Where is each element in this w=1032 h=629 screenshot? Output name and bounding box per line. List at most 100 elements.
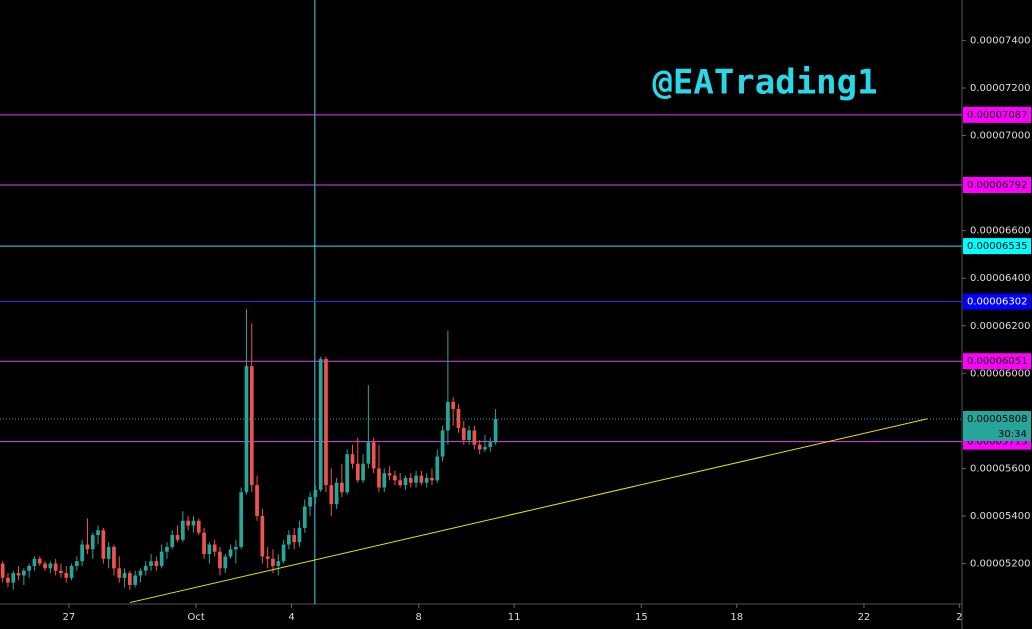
candle-body [271, 558, 275, 566]
candle-body [228, 549, 233, 557]
candle-body [377, 468, 381, 488]
candle-body [461, 428, 466, 440]
candle-body [64, 573, 69, 578]
price-label: 0.00007087 [967, 110, 1027, 121]
x-tick-label: 27 [63, 612, 76, 623]
candle-body [287, 535, 291, 545]
candle-body [408, 477, 413, 483]
y-tick-label: 0.00007200 [970, 83, 1030, 94]
candle-body [90, 535, 95, 550]
candle-body [16, 573, 21, 576]
candle-body [260, 516, 265, 557]
trend-line [129, 418, 928, 604]
y-tick-label: 0.00006000 [970, 368, 1030, 379]
candle-body [191, 520, 196, 526]
candle-body [128, 573, 132, 585]
candle-body [398, 480, 403, 486]
candle-body [149, 561, 153, 566]
candle-body [133, 575, 138, 585]
y-tick-label: 0.00006600 [970, 226, 1030, 237]
candle-body [96, 530, 100, 536]
price-label: 0.00005713 [967, 437, 1027, 448]
candle-body [170, 535, 175, 547]
candle-body [472, 430, 477, 445]
candle-body [382, 473, 387, 488]
candle-body [467, 430, 471, 440]
candle-body [207, 544, 212, 555]
candle-body [80, 544, 85, 562]
candle-body [212, 544, 217, 552]
candle-body [308, 496, 312, 507]
price-label: 0.00006535 [967, 241, 1027, 252]
candle-body [361, 463, 365, 481]
candle-body [477, 444, 482, 450]
price-label: 0.00006302 [967, 297, 1027, 308]
x-tick-label: 15 [635, 612, 648, 623]
candle-body [393, 475, 397, 481]
candle-body [112, 546, 116, 569]
last-price-box [963, 410, 1031, 441]
candle-body [223, 556, 228, 569]
candle-body [244, 366, 249, 493]
y-tick-label: 0.00005200 [970, 559, 1030, 570]
candle-body [48, 563, 53, 569]
candle-body [159, 551, 164, 566]
candle-body [371, 442, 376, 469]
candle-body [196, 520, 201, 533]
candle-body [281, 544, 286, 562]
candle-body [85, 544, 90, 550]
candle-body [276, 561, 281, 566]
candle-body [122, 573, 127, 578]
price-label-box [963, 106, 1031, 123]
price-label: 0.00006051 [967, 356, 1027, 367]
candle-body [313, 489, 318, 497]
x-tick-label: 22 [858, 612, 871, 623]
price-label-box [963, 238, 1031, 255]
candle-body [488, 442, 493, 448]
candle-body [21, 570, 26, 576]
candle-body [456, 409, 461, 429]
y-tick-label: 0.00005600 [970, 463, 1030, 474]
candle-body [218, 551, 222, 569]
last-price-label: 0.00005808 [967, 414, 1027, 425]
y-tick-label: 0.00005400 [970, 511, 1030, 522]
candle-body [419, 475, 424, 483]
candle-body [451, 401, 456, 410]
candle-body [387, 473, 392, 476]
candle-body [350, 454, 355, 464]
countdown-label: 30:34 [998, 429, 1027, 440]
candle-body [329, 485, 334, 505]
candle-body [27, 565, 32, 571]
candle-body [165, 546, 169, 552]
candle-body [138, 570, 143, 576]
candle-body [202, 532, 206, 555]
candle-body [493, 418, 498, 443]
candle-body [117, 568, 122, 578]
candle-body [37, 558, 42, 564]
x-tick-label: Oct [187, 612, 204, 623]
candle-body [186, 520, 191, 526]
candle-body [11, 573, 16, 583]
candle-body [355, 463, 360, 481]
candle-body [74, 561, 79, 566]
candle-body [181, 520, 185, 540]
y-tick-label: 0.00006400 [970, 273, 1030, 284]
price-label-box [963, 293, 1031, 310]
candle-body [345, 454, 350, 493]
candle-body [6, 577, 10, 583]
x-tick-label: 2 [956, 612, 962, 623]
candle-body [59, 570, 63, 574]
candle-body [318, 359, 323, 490]
candle-body [53, 563, 58, 571]
candle-body [414, 475, 418, 483]
candle-body [292, 535, 297, 543]
candle-body [265, 556, 270, 559]
y-tick-label: 0.00007000 [970, 131, 1030, 142]
candle-body [424, 477, 429, 483]
candle-body [430, 477, 434, 481]
watermark: @EATrading1 [652, 63, 877, 103]
y-tick-label: 0.00007400 [970, 35, 1030, 46]
